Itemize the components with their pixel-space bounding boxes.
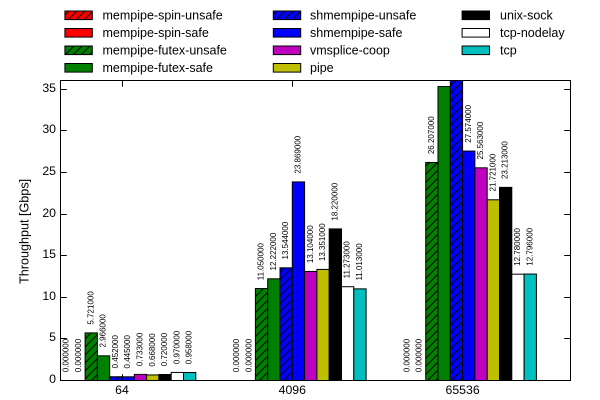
svg-text:11.050000: 11.050000	[257, 242, 266, 280]
svg-text:23.869000: 23.869000	[293, 135, 302, 173]
svg-text:11.013000: 11.013000	[355, 243, 364, 281]
svg-text:5.721000: 5.721000	[86, 291, 95, 325]
svg-text:0.000000: 0.000000	[232, 338, 241, 372]
svg-text:0.733000: 0.733000	[135, 332, 144, 366]
svg-text:0.970000: 0.970000	[172, 330, 181, 364]
svg-text:0.000000: 0.000000	[402, 338, 411, 372]
svg-text:shmempipe-unsafe: shmempipe-unsafe	[310, 9, 416, 23]
svg-text:Throughput [Gbps]: Throughput [Gbps]	[18, 179, 32, 284]
svg-text:13.544000: 13.544000	[281, 221, 290, 259]
svg-text:mempipe-futex-unsafe: mempipe-futex-unsafe	[103, 44, 227, 58]
svg-text:unix-sock: unix-sock	[500, 9, 554, 23]
svg-text:2.966000: 2.966000	[99, 314, 108, 348]
svg-text:0.958000: 0.958000	[185, 330, 194, 364]
svg-text:25: 25	[42, 164, 56, 178]
svg-text:11.273000: 11.273000	[343, 241, 352, 279]
svg-text:65536: 65536	[445, 383, 479, 397]
svg-text:26.207000: 26.207000	[427, 116, 436, 154]
svg-text:mempipe-spin-unsafe: mempipe-spin-unsafe	[103, 9, 223, 23]
svg-text:23.213000: 23.213000	[501, 141, 510, 179]
svg-text:20: 20	[42, 206, 56, 220]
svg-text:18.220000: 18.220000	[330, 182, 339, 220]
svg-text:30: 30	[42, 122, 56, 136]
svg-text:pipe: pipe	[310, 61, 334, 75]
svg-text:12.780000: 12.780000	[513, 227, 522, 265]
svg-text:13.104000: 13.104000	[306, 225, 315, 263]
svg-text:35: 35	[42, 81, 56, 95]
svg-text:shmempipe-safe: shmempipe-safe	[310, 26, 402, 40]
svg-text:0.000000: 0.000000	[62, 338, 71, 372]
svg-text:vmsplice-coop: vmsplice-coop	[310, 44, 390, 58]
svg-text:4096: 4096	[279, 383, 307, 397]
svg-text:21.721000: 21.721000	[488, 153, 497, 191]
svg-text:27.574000: 27.574000	[464, 104, 473, 142]
svg-text:15: 15	[42, 247, 56, 261]
svg-text:0.668000: 0.668000	[148, 333, 157, 367]
svg-text:0.452000: 0.452000	[111, 335, 120, 369]
svg-text:mempipe-futex-safe: mempipe-futex-safe	[103, 61, 214, 75]
svg-text:tcp-nodelay: tcp-nodelay	[500, 26, 565, 40]
svg-text:12.796000: 12.796000	[525, 227, 534, 265]
svg-text:tcp: tcp	[500, 44, 517, 58]
svg-text:25.563000: 25.563000	[476, 121, 485, 159]
svg-text:mempipe-spin-safe: mempipe-spin-safe	[103, 26, 209, 40]
svg-text:64: 64	[115, 383, 129, 397]
svg-text:0.000000: 0.000000	[74, 338, 83, 372]
svg-text:0.000000: 0.000000	[244, 338, 253, 372]
svg-text:10: 10	[42, 289, 56, 303]
svg-text:12.222000: 12.222000	[269, 232, 278, 270]
svg-text:0.000000: 0.000000	[415, 338, 424, 372]
svg-text:0: 0	[49, 372, 56, 386]
svg-text:13.351000: 13.351000	[318, 223, 327, 261]
svg-text:5: 5	[49, 330, 56, 344]
svg-text:0.720000: 0.720000	[160, 332, 169, 366]
svg-text:0.445000: 0.445000	[123, 335, 132, 369]
